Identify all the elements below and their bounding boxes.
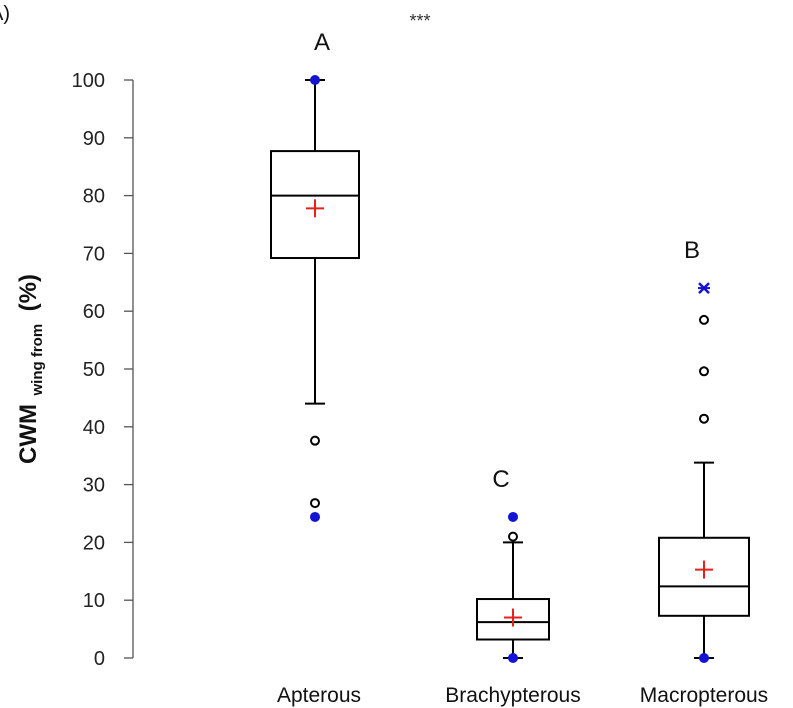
extreme-point bbox=[310, 75, 320, 85]
category-label: Brachypterous bbox=[445, 684, 580, 707]
outlier-point bbox=[699, 413, 709, 424]
extreme-point bbox=[508, 653, 518, 663]
y-axis-ticks: 0 10 20 30 40 50 60 70 80 90 100 bbox=[72, 70, 133, 670]
y-axis-label: CWM wing from (%) bbox=[15, 274, 46, 464]
category-label: Apterous bbox=[277, 684, 361, 707]
y-tick-label: 30 bbox=[83, 475, 105, 497]
y-axis-label-main: CWM bbox=[15, 404, 42, 464]
outlier-point bbox=[310, 435, 320, 446]
y-tick-label: 80 bbox=[83, 186, 105, 208]
category-label: Macropterous bbox=[640, 684, 768, 707]
outlier-point bbox=[508, 531, 518, 542]
group-letter: A bbox=[314, 29, 330, 56]
y-tick-label: 50 bbox=[83, 359, 105, 381]
extreme-point bbox=[508, 511, 518, 522]
panel-label: A) bbox=[0, 3, 10, 25]
extreme-point bbox=[310, 511, 320, 522]
y-tick-label: 10 bbox=[83, 590, 105, 612]
extreme-point bbox=[699, 653, 709, 663]
y-tick-label: 90 bbox=[83, 128, 105, 150]
group-letter: C bbox=[492, 466, 509, 493]
y-axis-label-unit: (%) bbox=[15, 274, 42, 311]
svg-text:CWM wing from (%): CWM wing from (%) bbox=[15, 274, 46, 464]
group-letter: B bbox=[684, 237, 700, 264]
y-tick-label: 0 bbox=[94, 648, 105, 670]
significance-label: *** bbox=[409, 11, 430, 31]
outlier-point bbox=[310, 498, 320, 509]
y-tick-label: 60 bbox=[83, 301, 105, 323]
y-tick-label: 40 bbox=[83, 417, 105, 439]
y-axis-label-subscript: wing from bbox=[29, 324, 46, 397]
box-group-macropterous: B bbox=[658, 237, 750, 663]
plot-area: A Apterous C Brachypterous B Macropterous bbox=[270, 29, 768, 707]
y-tick-label: 20 bbox=[83, 532, 105, 554]
y-tick-label: 100 bbox=[72, 70, 105, 92]
box-group-brachypterous: C bbox=[476, 466, 550, 663]
outlier-point bbox=[699, 366, 709, 377]
y-tick-label: 70 bbox=[83, 243, 105, 265]
outlier-point bbox=[699, 314, 709, 325]
box-group-apterous: A bbox=[270, 29, 360, 522]
